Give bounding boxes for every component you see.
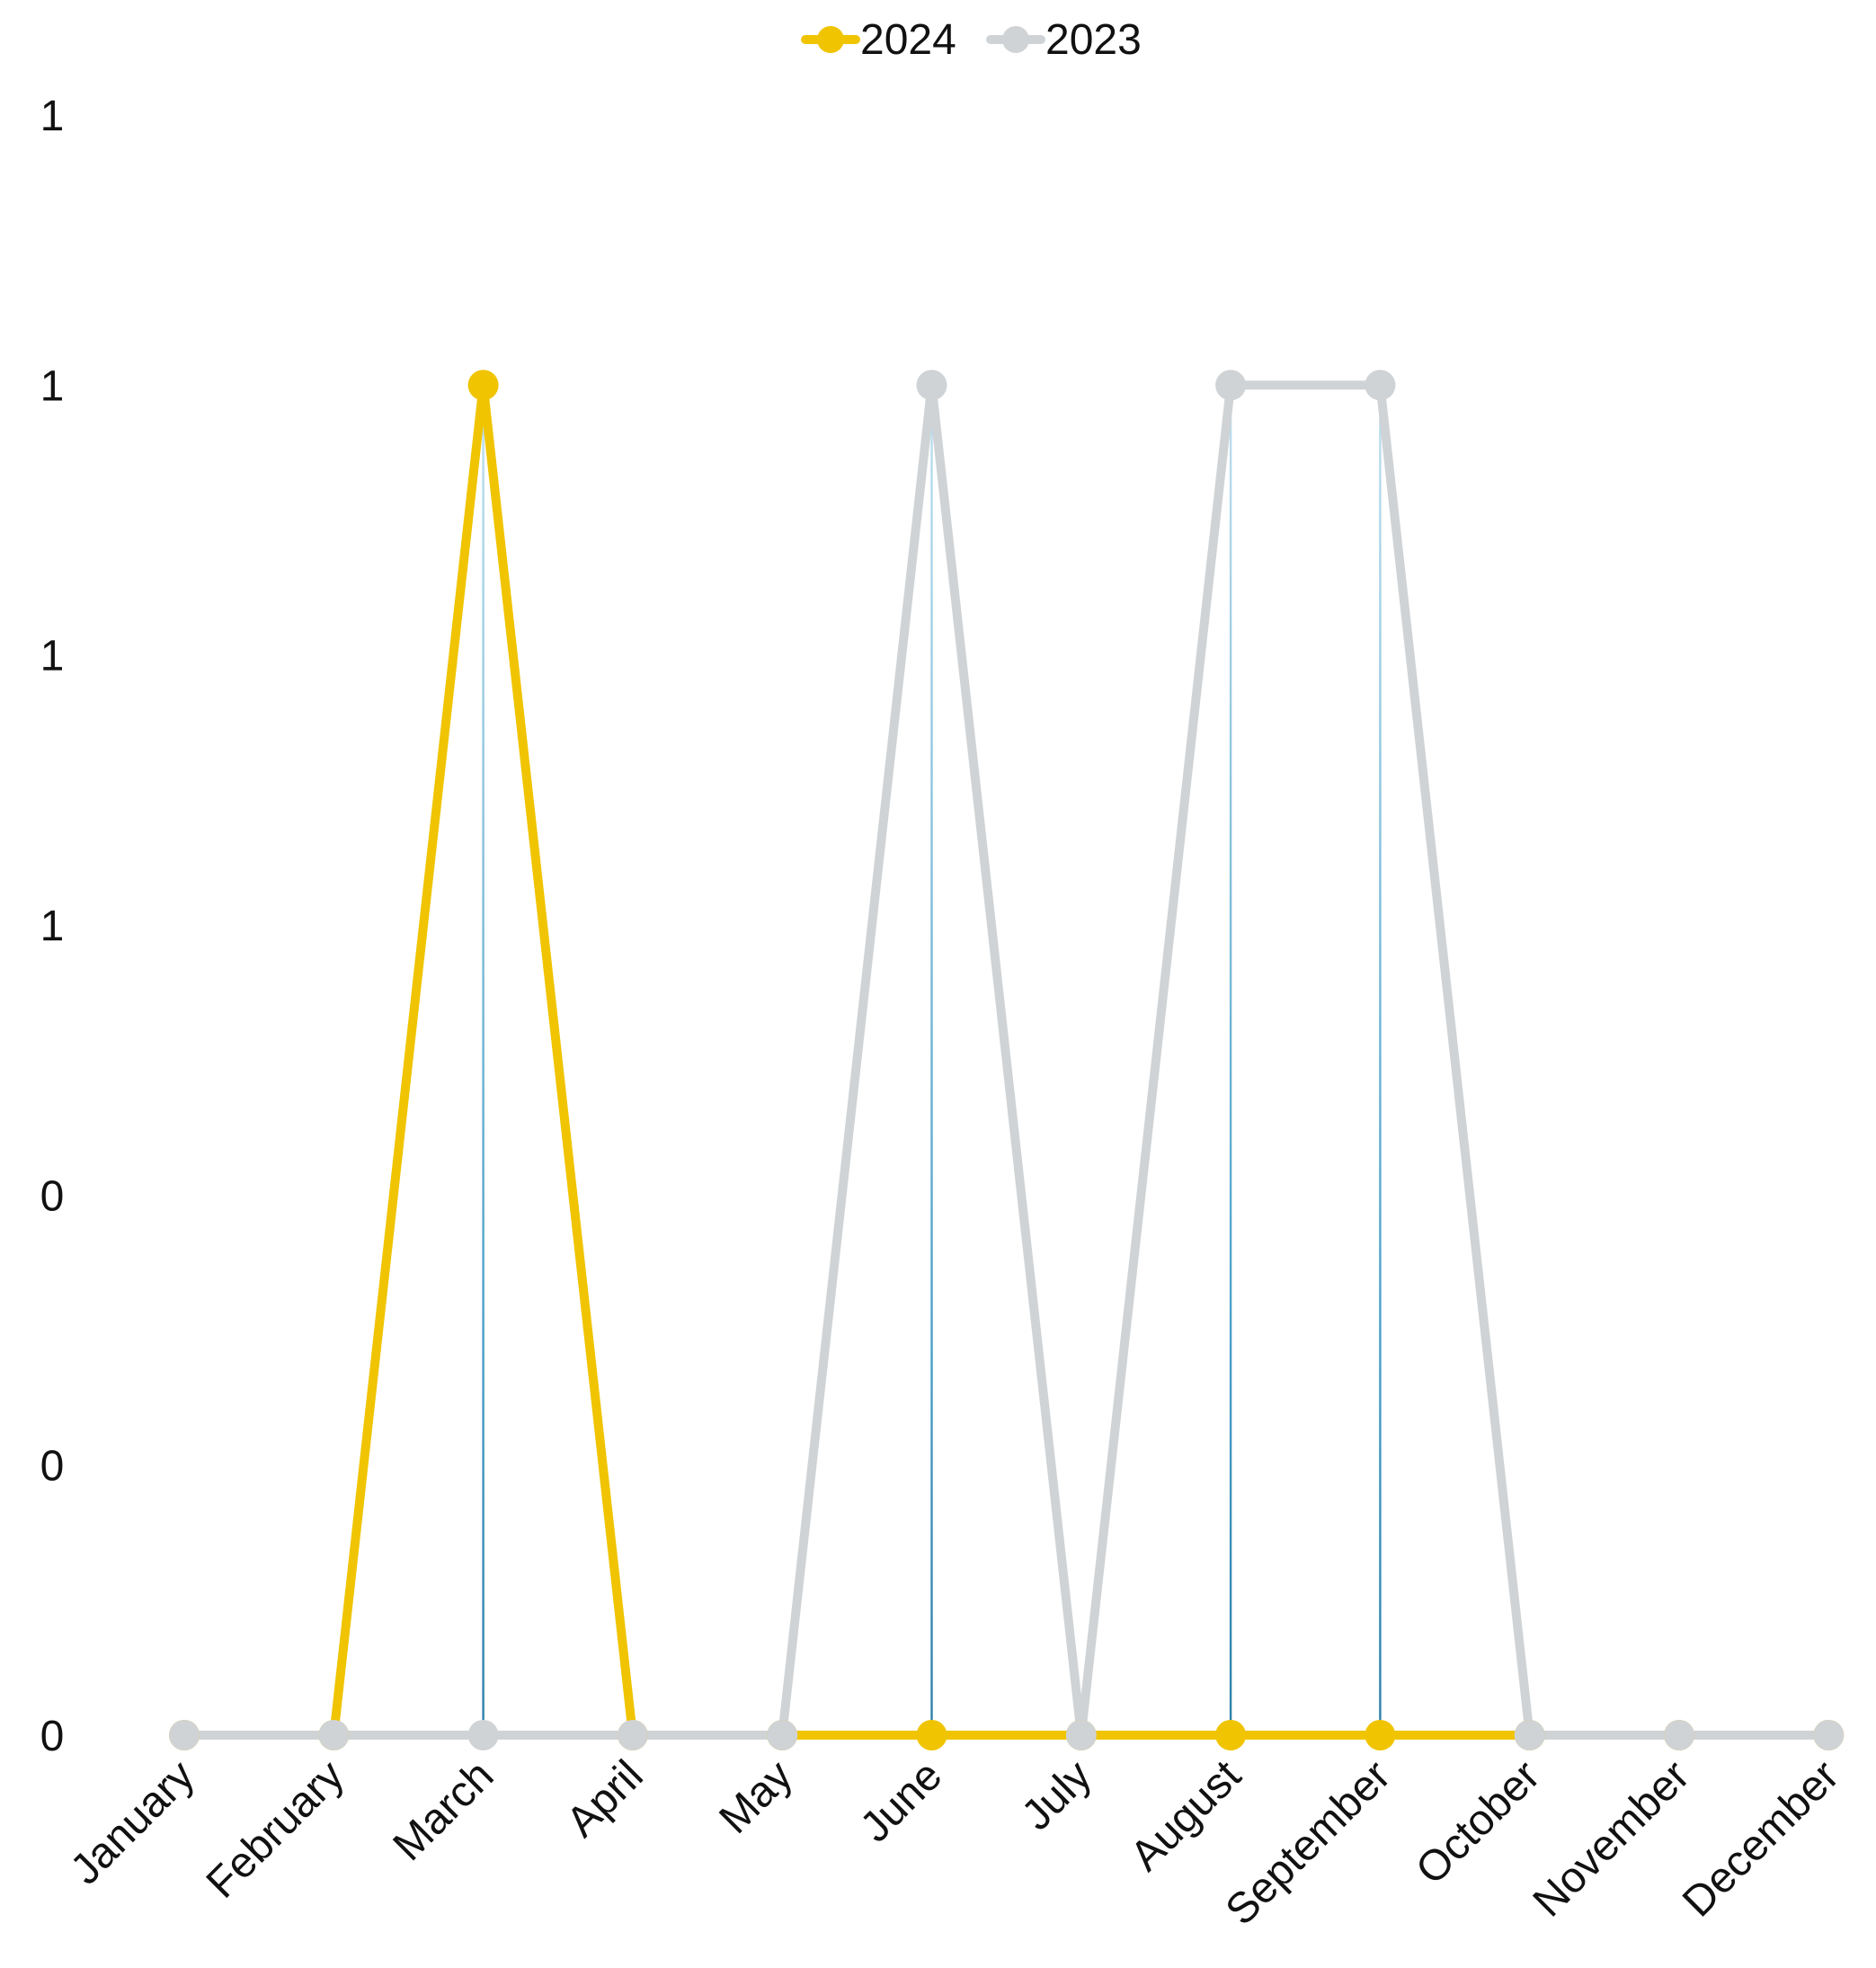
legend-item[interactable]: 2023 xyxy=(986,16,1142,64)
data-point-2024[interactable] xyxy=(467,370,499,401)
x-tick-label: October xyxy=(1407,1751,1549,1893)
x-tick-label: February xyxy=(198,1751,353,1907)
legend-label: 2023 xyxy=(1045,16,1142,64)
y-tick-label: 1 xyxy=(40,93,65,140)
series-lines xyxy=(180,380,1834,1740)
y-tick-label: 1 xyxy=(40,362,65,410)
data-point-2023[interactable] xyxy=(1664,1720,1694,1750)
legend-item[interactable]: 2024 xyxy=(801,16,956,64)
data-point-2023[interactable] xyxy=(1065,1720,1097,1750)
x-tick-label: December xyxy=(1674,1751,1848,1926)
data-point-2023[interactable] xyxy=(169,1720,200,1750)
data-point-2023[interactable] xyxy=(318,1720,350,1750)
x-tick-label: January xyxy=(62,1751,204,1893)
data-point-2023[interactable] xyxy=(1813,1720,1845,1750)
x-tick-label: November xyxy=(1525,1751,1699,1926)
y-tick-label: 1 xyxy=(40,903,65,950)
x-tick-label: April xyxy=(557,1751,652,1846)
x-tick-label: June xyxy=(851,1751,951,1851)
y-tick-label: 0 xyxy=(40,1713,65,1760)
drop-line xyxy=(1229,385,1232,1735)
legend-swatch-marker xyxy=(1002,26,1029,53)
y-axis: 0 0 0 1 1 1 1 xyxy=(40,93,65,1760)
y-tick-label: 0 xyxy=(40,1172,65,1220)
x-tick-label: May xyxy=(710,1751,802,1843)
legend-swatch-marker xyxy=(817,26,844,53)
data-point-2023[interactable] xyxy=(767,1720,798,1750)
data-point-2023[interactable] xyxy=(916,370,947,401)
drop-lines xyxy=(482,385,1382,1735)
x-tick-label: September xyxy=(1217,1751,1400,1935)
data-point-2023[interactable] xyxy=(1365,370,1396,401)
drop-line xyxy=(482,385,485,1735)
data-point-2024[interactable] xyxy=(1215,1720,1247,1750)
drop-line xyxy=(1379,385,1382,1735)
data-point-2023[interactable] xyxy=(1514,1720,1545,1750)
data-point-2024[interactable] xyxy=(916,1720,947,1750)
x-tick-label: March xyxy=(385,1751,503,1870)
y-tick-label: 1 xyxy=(40,633,65,681)
series-line-2023 xyxy=(180,380,1834,1740)
data-point-2024[interactable] xyxy=(1365,1720,1396,1750)
y-tick-label: 0 xyxy=(40,1443,65,1491)
data-point-2023[interactable] xyxy=(467,1720,499,1750)
x-tick-label: August xyxy=(1122,1751,1250,1880)
legend: 2024 2023 xyxy=(801,16,1142,64)
data-point-2023[interactable] xyxy=(617,1720,648,1750)
data-point-2023[interactable] xyxy=(1215,370,1247,401)
x-tick-label: July xyxy=(1013,1751,1101,1839)
series-points xyxy=(169,370,1845,1750)
legend-label: 2024 xyxy=(860,16,956,64)
drop-line xyxy=(930,385,933,1735)
